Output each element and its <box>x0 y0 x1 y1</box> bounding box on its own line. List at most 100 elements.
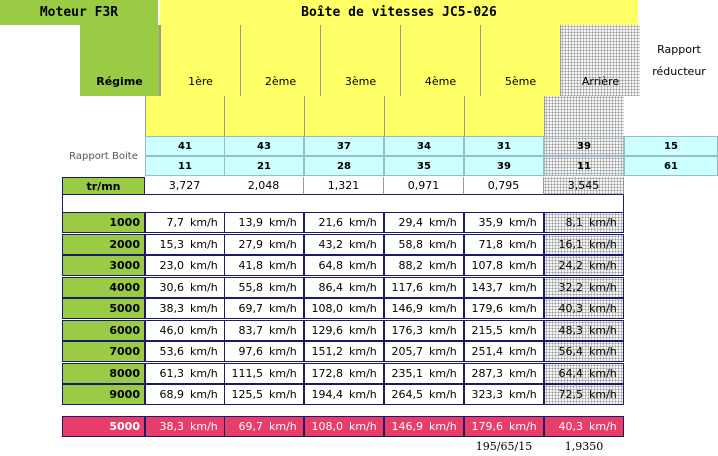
speed-unit: km/h <box>349 345 377 358</box>
speed-value: 32,2 <box>558 280 584 294</box>
speed-cell: 264,5 km/h <box>384 384 464 405</box>
speed-unit: km/h <box>509 345 537 358</box>
speed-cell: 56,4 km/h <box>544 341 624 362</box>
speed-value: 46,0 <box>159 323 185 337</box>
speed-value: 97,6 <box>238 345 264 358</box>
speed-cell: 97,6 km/h <box>224 341 304 362</box>
speed-value: 35,9 <box>478 216 504 229</box>
speed-value: 21,6 <box>318 216 344 229</box>
regime-cell: 3000 <box>62 255 145 276</box>
reducer-header: Rapport réducteur <box>640 25 718 96</box>
speed-value: 129,6 <box>311 323 344 337</box>
speed-value: 86,4 <box>318 280 344 294</box>
speed-value: 27,9 <box>238 237 264 251</box>
speed-cell: 24,2 km/h <box>544 255 624 276</box>
speed-value: 111,5 <box>231 366 264 380</box>
gear-header: 2ème <box>240 25 320 96</box>
ratio-cell: 34 <box>384 136 464 156</box>
speed-unit: km/h <box>269 345 297 358</box>
speed-unit: km/h <box>269 366 297 380</box>
speed-cell: 21,6 km/h <box>304 212 384 233</box>
speed-cell: 71,8 km/h <box>464 233 544 255</box>
speed-unit: km/h <box>509 237 537 251</box>
speed-value: 29,4 <box>398 216 424 229</box>
speed-value: 287,3 <box>471 366 504 380</box>
rpm-cell: 0,795 <box>464 177 544 195</box>
speed-unit: km/h <box>509 388 537 401</box>
speed-cell: 23,0 km/h <box>145 255 225 276</box>
speed-value: 69,7 <box>238 302 264 315</box>
speed-value: 58,8 <box>398 237 424 251</box>
speed-unit: km/h <box>269 420 297 433</box>
speed-value: 179,6 <box>471 420 504 433</box>
rpm-cell: 0,971 <box>384 177 464 195</box>
speed-value: 40,3 <box>558 420 584 433</box>
speed-value: 215,5 <box>471 323 504 337</box>
speed-unit: km/h <box>589 366 617 380</box>
regime-cell: 7000 <box>62 341 145 362</box>
speed-cell: 53,6 km/h <box>145 341 225 362</box>
speed-cell: 38,3 km/h <box>145 298 225 319</box>
rpm-cell: 3,545 <box>544 177 624 195</box>
ratio-label: Rapport Boite <box>62 136 145 177</box>
rpm-label: tr/mn <box>62 177 145 195</box>
speed-cell: 172,8 km/h <box>304 362 384 384</box>
gear-header: 1ère <box>160 25 240 96</box>
speed-cell: 13,9 km/h <box>224 212 304 233</box>
speed-value: 64,8 <box>318 259 344 272</box>
speed-value: 251,4 <box>471 345 504 358</box>
speed-cell: 8,1 km/h <box>544 212 624 233</box>
speed-value: 40,3 <box>558 302 584 315</box>
speed-value: 24,2 <box>558 259 584 272</box>
speed-value: 23,0 <box>159 259 185 272</box>
spacer <box>62 96 145 136</box>
spacer <box>544 96 624 136</box>
speed-value: 61,3 <box>159 366 185 380</box>
speed-cell: 46,0 km/h <box>145 319 225 341</box>
speed-unit: km/h <box>190 420 218 433</box>
ratio-cell: 28 <box>304 156 384 176</box>
ratio-cell: 61 <box>624 156 718 176</box>
speed-unit: km/h <box>509 302 537 315</box>
ratio-cell: 15 <box>624 136 718 156</box>
speed-unit: km/h <box>429 216 457 229</box>
speed-cell: 194,4 km/h <box>304 384 384 405</box>
speed-cell: 176,3 km/h <box>384 319 464 341</box>
speed-value: 53,6 <box>159 345 185 358</box>
speed-cell: 88,2 km/h <box>384 255 464 276</box>
speed-value: 55,8 <box>238 280 264 294</box>
speed-unit: km/h <box>190 280 218 294</box>
regime-cell: 2000 <box>62 233 145 255</box>
speed-value: 38,3 <box>159 302 185 315</box>
speed-unit: km/h <box>190 366 218 380</box>
speed-value: 15,3 <box>159 237 185 251</box>
speed-value: 56,4 <box>558 345 584 358</box>
speed-cell: 125,5 km/h <box>224 384 304 405</box>
speed-unit: km/h <box>190 302 218 315</box>
speed-value: 64,4 <box>558 366 584 380</box>
speed-value: 69,7 <box>238 420 264 433</box>
speed-value: 38,3 <box>159 420 185 433</box>
speed-unit: km/h <box>509 420 537 433</box>
speed-value: 8,1 <box>565 216 584 229</box>
speed-unit: km/h <box>509 323 537 337</box>
speed-value: 117,6 <box>391 280 424 294</box>
spacer <box>224 96 304 136</box>
speed-value: 88,2 <box>398 259 424 272</box>
rpm-cell: 2,048 <box>224 177 304 195</box>
speed-cell: 48,3 km/h <box>544 319 624 341</box>
speed-value: 172,8 <box>311 366 344 380</box>
speed-value: 151,2 <box>311 345 344 358</box>
speed-unit: km/h <box>509 366 537 380</box>
speed-unit: km/h <box>190 237 218 251</box>
speed-unit: km/h <box>509 216 537 229</box>
speed-cell: 287,3 km/h <box>464 362 544 384</box>
speed-cell: 143,7 km/h <box>464 276 544 298</box>
speed-value: 7,7 <box>166 216 185 229</box>
speed-value: 205,7 <box>391 345 424 358</box>
speed-unit: km/h <box>269 280 297 294</box>
speed-unit: km/h <box>589 388 617 401</box>
speed-cell: 40,3 km/h <box>544 298 624 319</box>
ratio-cell: 11 <box>544 156 624 176</box>
